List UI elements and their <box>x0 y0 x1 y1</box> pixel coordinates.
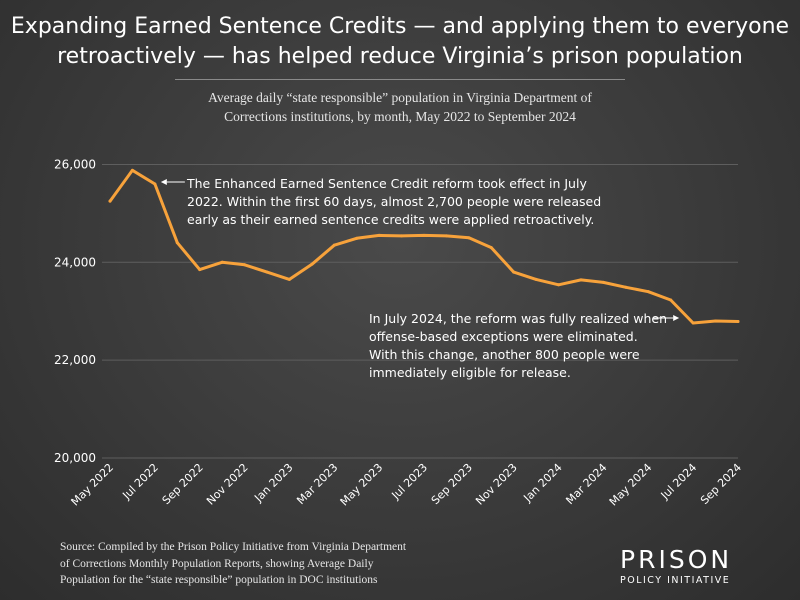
data-point <box>175 241 179 245</box>
chart-title: Expanding Earned Sentence Credits — and … <box>0 12 800 72</box>
data-point <box>243 263 247 267</box>
data-point <box>557 283 561 287</box>
data-point <box>489 246 493 250</box>
data-point <box>130 168 134 172</box>
x-tick-label: Sep 2023 <box>429 461 475 507</box>
data-point <box>220 260 224 264</box>
data-point <box>467 236 471 240</box>
annotation-2-text: In July 2024, the reform was fully reali… <box>369 311 667 380</box>
annotation-1-line: early as their earned sentence credits w… <box>187 212 594 227</box>
annotation-1-arrowhead <box>160 179 167 185</box>
y-tick-label: 20,000 <box>54 451 96 465</box>
data-point <box>444 234 448 238</box>
data-point <box>310 262 314 266</box>
annotation-1-line: The Enhanced Earned Sentence Credit refo… <box>186 176 587 191</box>
x-tick-label: Jul 2024 <box>658 461 700 503</box>
annotation-2-line: With this change, another 800 people wer… <box>369 347 640 362</box>
x-tick-label: Sep 2024 <box>698 461 744 507</box>
data-point <box>534 277 538 281</box>
data-point <box>669 298 673 302</box>
prison-policy-initiative-logo: PRISON POLICY INITIATIVE <box>620 545 760 587</box>
chart-title-line-1: Expanding Earned Sentence Credits — and … <box>10 14 790 39</box>
x-tick-label: Nov 2023 <box>473 461 520 508</box>
y-tick-label: 22,000 <box>54 353 96 367</box>
annotation-1-text: The Enhanced Earned Sentence Credit refo… <box>186 176 601 227</box>
chart-subtitle: Average daily “state responsible” popula… <box>150 88 650 126</box>
x-tick-label: May 2023 <box>338 461 386 509</box>
x-tick-label: Jan 2024 <box>521 461 565 505</box>
chart-subtitle-line-2: Corrections institutions, by month, May … <box>224 109 576 124</box>
data-point <box>714 319 718 323</box>
annotation-1-line: 2022. Within the first 60 days, almost 2… <box>187 194 601 209</box>
chart-subtitle-line-1: Average daily “state responsible” popula… <box>208 90 592 105</box>
x-tick-label: Mar 2024 <box>563 461 609 507</box>
annotation-2-line: offense-based exceptions were eliminated… <box>369 329 638 344</box>
x-tick-label: Mar 2023 <box>294 461 340 507</box>
data-point <box>153 182 157 186</box>
title-divider <box>175 79 625 80</box>
source-line-3: Population for the “state responsible” p… <box>60 574 378 586</box>
logo-main-text: PRISON <box>620 545 733 574</box>
data-point <box>624 285 628 289</box>
data-point <box>579 278 583 282</box>
x-tick-label: Jul 2022 <box>119 461 161 503</box>
source-line-1: Source: Compiled by the Prison Policy In… <box>60 541 407 553</box>
logo-sub-text: POLICY INITIATIVE <box>620 575 731 586</box>
annotation-2-arrowhead <box>673 315 680 321</box>
x-tick-label: Sep 2022 <box>160 461 206 507</box>
x-tick-label: May 2022 <box>69 461 117 509</box>
data-point <box>512 270 516 274</box>
data-point <box>287 277 291 281</box>
data-point <box>422 233 426 237</box>
y-tick-label: 24,000 <box>54 255 96 269</box>
x-tick-label: May 2024 <box>607 461 655 509</box>
source-line-2: of Corrections Monthly Population Report… <box>60 557 374 570</box>
data-point <box>198 268 202 272</box>
data-point <box>691 321 695 325</box>
x-tick-label: Nov 2022 <box>204 461 251 508</box>
data-point <box>646 290 650 294</box>
data-point <box>377 233 381 237</box>
annotation-2-line: immediately eligible for release. <box>369 365 571 380</box>
data-point <box>355 236 359 240</box>
data-point <box>400 234 404 238</box>
chart-title-line-2: retroactively — has helped reduce Virgin… <box>57 44 743 69</box>
data-point <box>736 320 740 324</box>
data-point <box>332 243 336 247</box>
annotation-2-line: In July 2024, the reform was fully reali… <box>369 311 667 326</box>
y-tick-label: 26,000 <box>54 157 96 171</box>
data-point <box>265 270 269 274</box>
data-point <box>601 280 605 284</box>
x-tick-label: Jan 2023 <box>251 461 295 505</box>
x-tick-label: Jul 2023 <box>389 461 431 503</box>
data-point <box>108 199 112 203</box>
source-note: Source: Compiled by the Prison Policy In… <box>60 539 480 589</box>
